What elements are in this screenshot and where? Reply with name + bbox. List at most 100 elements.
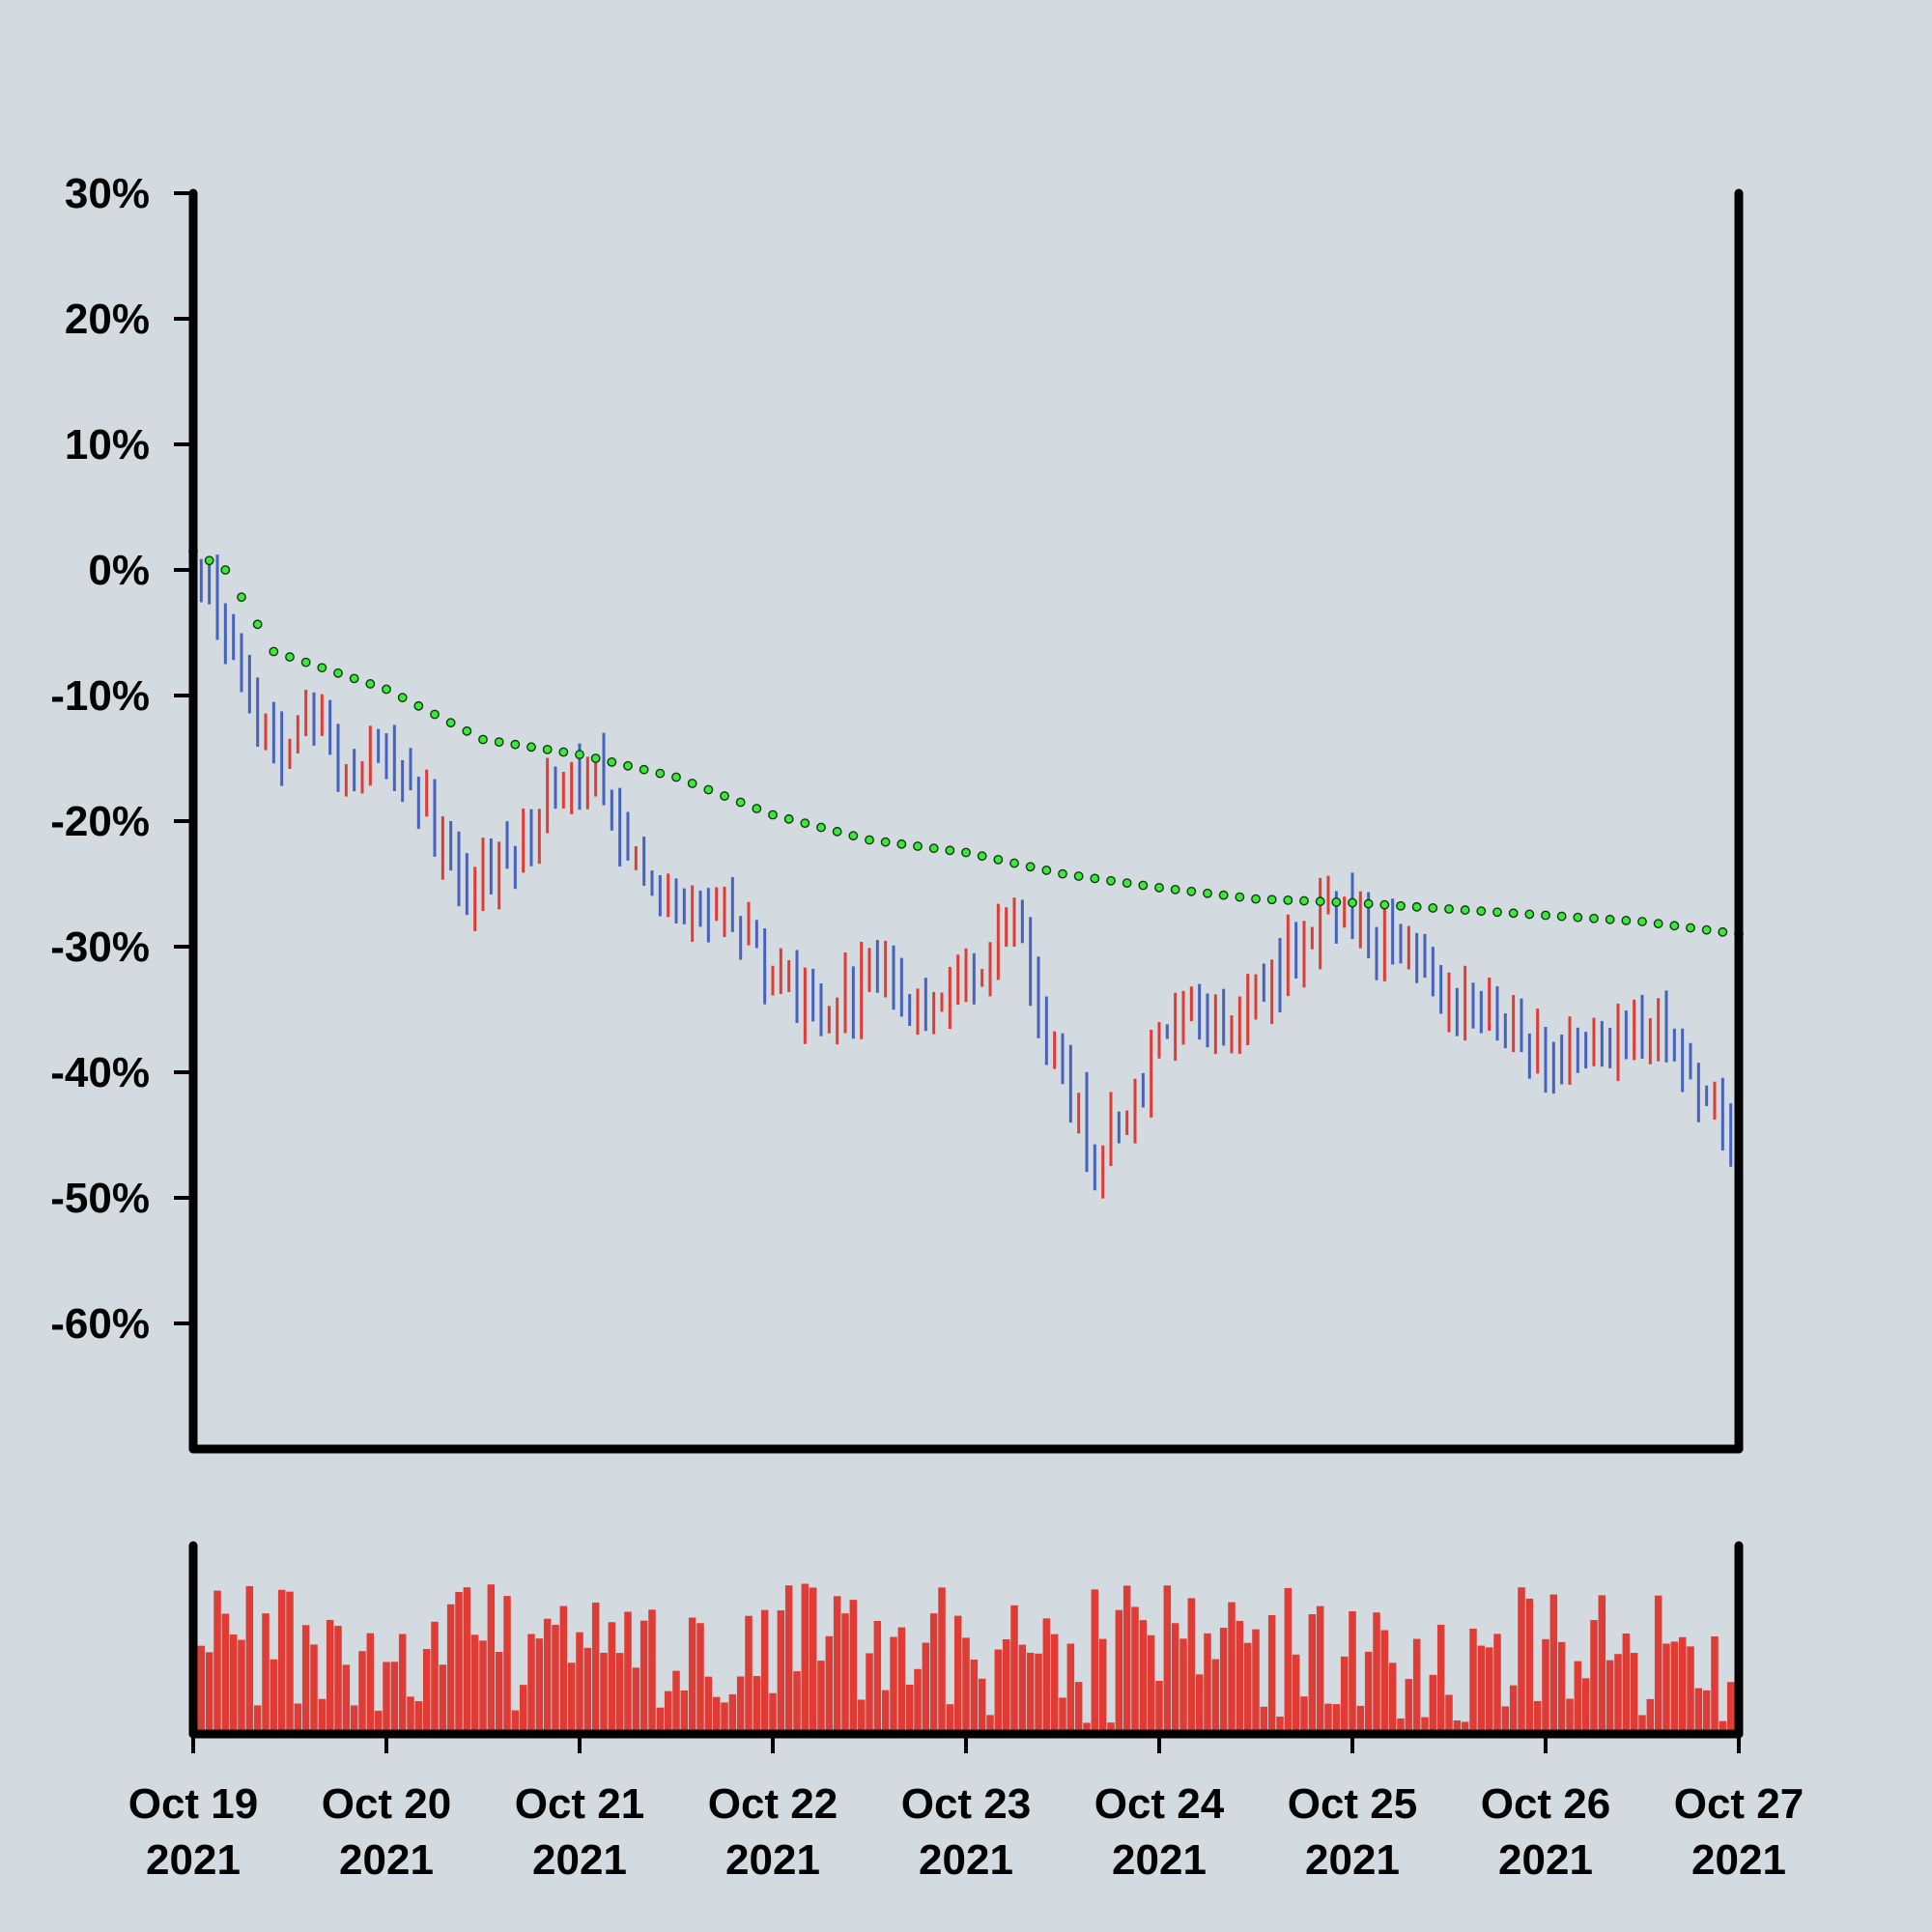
- moving-average-point: [752, 804, 762, 813]
- volume-bar: [1228, 1602, 1236, 1734]
- y-tick-label: 20%: [65, 296, 150, 343]
- volume-bar: [1421, 1717, 1429, 1734]
- ohlc-bars: [191, 524, 1741, 1199]
- y-tick-label: -40%: [50, 1049, 150, 1096]
- moving-average-point: [1315, 896, 1325, 907]
- volume-bar: [784, 1585, 793, 1734]
- volume-bar: [632, 1667, 640, 1734]
- volume-bars: [189, 1583, 1743, 1734]
- x-tick-label: Oct 22 2021: [708, 1780, 838, 1884]
- volume-bar: [777, 1610, 785, 1734]
- volume-bar: [1018, 1644, 1027, 1734]
- moving-average-point: [639, 764, 649, 775]
- volume-bar: [229, 1634, 238, 1734]
- moving-average-point: [735, 797, 746, 808]
- volume-bar: [986, 1715, 994, 1734]
- volume-bar: [1219, 1628, 1228, 1734]
- volume-bar: [1566, 1698, 1574, 1734]
- volume-bar: [736, 1676, 745, 1734]
- volume-bar: [221, 1613, 230, 1734]
- volume-bar: [1131, 1606, 1139, 1734]
- volume-bar: [503, 1596, 511, 1734]
- volume-bar: [801, 1583, 810, 1734]
- volume-bar: [1163, 1585, 1172, 1734]
- moving-average-point: [1476, 906, 1487, 917]
- moving-average-point: [1701, 924, 1712, 935]
- x-axis: Oct 19 2021 Oct 20 2021 Oct 21 2021 Oct 22 2021…: [128, 1734, 1804, 1884]
- volume-bar: [1581, 1678, 1590, 1734]
- moving-average-point: [365, 679, 376, 689]
- moving-average-point: [1138, 880, 1149, 891]
- volume-bar: [1373, 1612, 1380, 1734]
- volume-bar: [245, 1585, 254, 1734]
- volume-bar: [1477, 1645, 1486, 1734]
- y-tick-label: -50%: [50, 1175, 150, 1222]
- volume-bar: [334, 1626, 342, 1734]
- moving-average-point: [1025, 862, 1036, 872]
- moving-average-point: [526, 742, 536, 753]
- volume-bar: [1405, 1679, 1413, 1734]
- volume-bar: [511, 1710, 520, 1734]
- y-tick-label: -60%: [50, 1300, 150, 1348]
- moving-average-point: [1283, 895, 1293, 905]
- y-tick-label: 0%: [88, 547, 150, 594]
- volume-bar: [1276, 1717, 1284, 1734]
- moving-average-point: [961, 847, 971, 858]
- x-tick-label: Oct 25 2021: [1288, 1780, 1418, 1884]
- volume-bar: [342, 1664, 351, 1734]
- volume-bar: [905, 1684, 914, 1734]
- volume-bar: [1042, 1618, 1051, 1734]
- volume-bar: [1614, 1654, 1622, 1734]
- moving-average-point: [1379, 899, 1390, 910]
- volume-bar: [197, 1645, 206, 1734]
- moving-average-point: [220, 565, 231, 575]
- moving-average-point: [896, 838, 907, 849]
- moving-average-point: [478, 734, 488, 745]
- moving-average-point: [1508, 908, 1519, 919]
- volume-bar: [1050, 1634, 1059, 1734]
- volume-bar: [398, 1634, 407, 1734]
- volume-bar: [1518, 1587, 1525, 1734]
- y-tick-label: 30%: [65, 170, 150, 217]
- volume-bar: [1066, 1643, 1075, 1734]
- volume-bar: [1267, 1615, 1276, 1734]
- volume-bar: [407, 1696, 414, 1734]
- volume-bar: [1493, 1634, 1501, 1734]
- x-tick-label: Oct 27 2021: [1674, 1780, 1804, 1884]
- volume-bar: [1308, 1614, 1317, 1734]
- moving-average-point: [1653, 919, 1663, 929]
- volume-bar: [1316, 1605, 1324, 1734]
- volume-bar: [1364, 1651, 1373, 1734]
- volume-bar: [1236, 1620, 1244, 1734]
- x-tick-label: Oct 23 2021: [901, 1780, 1032, 1884]
- volume-bar: [1436, 1624, 1445, 1734]
- y-tick-label: -20%: [50, 798, 150, 845]
- moving-average-point: [1106, 875, 1116, 886]
- y-axis: 30% 20% 10% 0% -10% -20% -30% -40% -50% -60%: [50, 170, 193, 1348]
- x-tick-label: Oct 21 2021: [515, 1780, 645, 1884]
- moving-average-point: [1266, 895, 1277, 905]
- volume-bar: [1622, 1634, 1631, 1734]
- volume-bar: [753, 1676, 761, 1734]
- moving-average-point: [687, 779, 697, 788]
- volume-bar: [639, 1620, 648, 1734]
- volume-bar: [1678, 1636, 1687, 1734]
- volume-bar: [608, 1622, 616, 1734]
- volume-bar: [600, 1652, 608, 1734]
- moving-average-point: [204, 555, 214, 566]
- volume-bar: [1485, 1647, 1493, 1734]
- moving-average-point: [1041, 866, 1052, 875]
- moving-average-point: [1621, 916, 1632, 925]
- volume-bar: [1646, 1698, 1655, 1734]
- volume-bar: [793, 1671, 801, 1734]
- moving-average-point: [430, 709, 440, 720]
- moving-average-point: [1235, 892, 1245, 902]
- volume-bar: [721, 1702, 728, 1734]
- volume-bar: [1292, 1654, 1300, 1734]
- volume-panel: [188, 1541, 1744, 1739]
- moving-average-point: [237, 592, 246, 603]
- volume-bar: [1187, 1598, 1196, 1734]
- volume-bar: [704, 1676, 713, 1734]
- volume-bar: [1590, 1620, 1598, 1734]
- volume-bar: [1098, 1638, 1107, 1734]
